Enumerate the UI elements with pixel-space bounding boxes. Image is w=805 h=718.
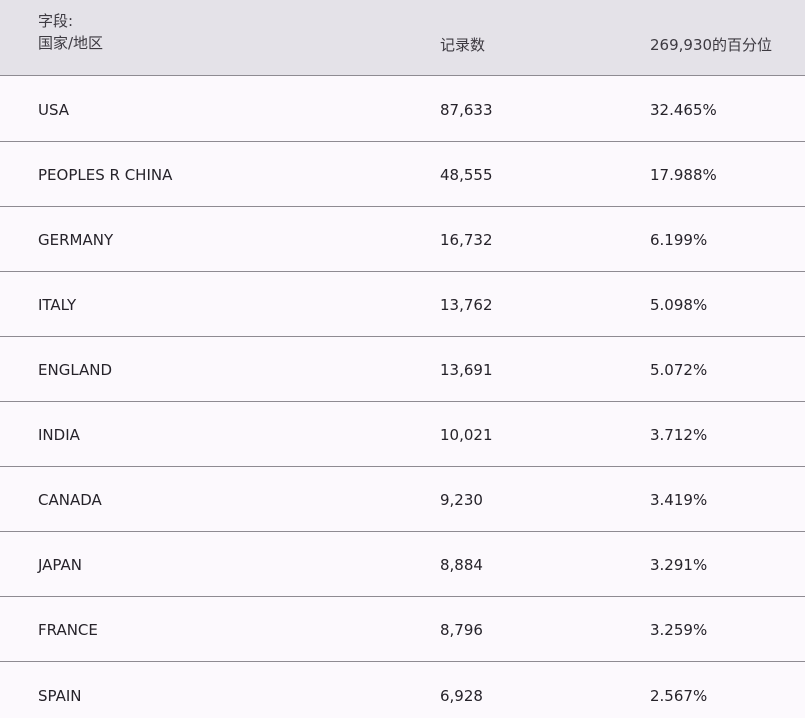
table-row: SPAIN 6,928 2.567% <box>0 662 805 718</box>
records-cell: 13,762 <box>440 296 493 314</box>
records-cell: 10,021 <box>440 426 493 444</box>
table-header: 字段: 国家/地区 记录数 269,930的百分位 <box>0 0 805 76</box>
table-row: JAPAN 8,884 3.291% <box>0 532 805 597</box>
percent-cell: 3.291% <box>650 556 708 574</box>
percent-cell: 3.259% <box>650 621 708 639</box>
records-cell: 48,555 <box>440 166 493 184</box>
field-label: 字段: <box>38 12 74 30</box>
country-cell: INDIA <box>38 426 80 444</box>
records-column-header: 记录数 <box>440 36 486 54</box>
country-cell: CANADA <box>38 491 102 509</box>
percent-cell: 5.072% <box>650 361 708 379</box>
percent-cell: 32.465% <box>650 101 717 119</box>
table-row: CANADA 9,230 3.419% <box>0 467 805 532</box>
country-cell: PEOPLES R CHINA <box>38 166 173 184</box>
percent-cell: 17.988% <box>650 166 717 184</box>
percent-cell: 3.419% <box>650 491 708 509</box>
records-cell: 8,796 <box>440 621 483 639</box>
table-row: GERMANY 16,732 6.199% <box>0 207 805 272</box>
records-cell: 8,884 <box>440 556 483 574</box>
table-row: INDIA 10,021 3.712% <box>0 402 805 467</box>
country-cell: ENGLAND <box>38 361 113 379</box>
percent-cell: 5.098% <box>650 296 708 314</box>
records-cell: 13,691 <box>440 361 493 379</box>
table-row: PEOPLES R CHINA 48,555 17.988% <box>0 142 805 207</box>
table-row: ITALY 13,762 5.098% <box>0 272 805 337</box>
percent-cell: 6.199% <box>650 231 708 249</box>
field-name: 国家/地区 <box>38 34 104 52</box>
country-cell: USA <box>38 101 70 119</box>
country-cell: FRANCE <box>38 621 98 639</box>
percent-column-header: 269,930的百分位 <box>650 36 773 54</box>
table-row: USA 87,633 32.465% <box>0 77 805 142</box>
table-row: FRANCE 8,796 3.259% <box>0 597 805 662</box>
percent-cell: 3.712% <box>650 426 708 444</box>
country-cell: SPAIN <box>38 687 82 705</box>
records-cell: 9,230 <box>440 491 483 509</box>
records-cell: 87,633 <box>440 101 493 119</box>
records-cell: 16,732 <box>440 231 493 249</box>
country-cell: GERMANY <box>38 231 114 249</box>
records-cell: 6,928 <box>440 687 483 705</box>
table-row: ENGLAND 13,691 5.072% <box>0 337 805 402</box>
country-cell: ITALY <box>38 296 77 314</box>
country-cell: JAPAN <box>38 556 82 574</box>
field-column-header: 字段: 国家/地区 <box>38 10 103 54</box>
percent-cell: 2.567% <box>650 687 708 705</box>
